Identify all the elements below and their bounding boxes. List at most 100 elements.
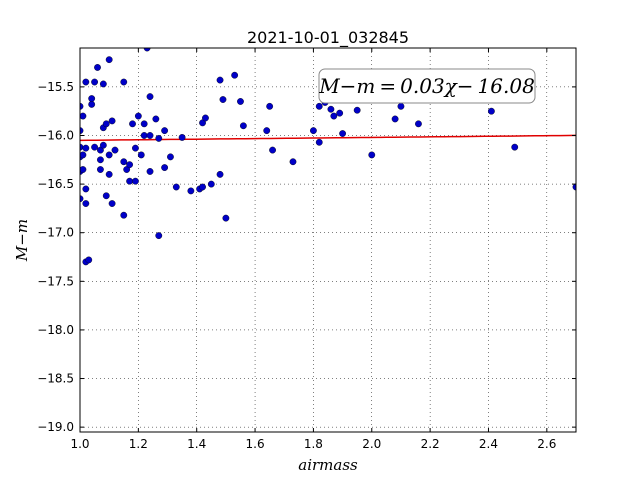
data-point [172, 183, 180, 191]
data-point [80, 151, 87, 159]
x-tick-label: 1.4 [187, 437, 206, 451]
data-point [415, 120, 422, 128]
data-point [368, 151, 376, 159]
data-point [222, 214, 230, 222]
data-point [94, 64, 101, 71]
data-point [126, 177, 134, 185]
data-point [97, 166, 104, 173]
y-tick-label: −17.0 [37, 226, 74, 240]
data-point [120, 78, 128, 86]
data-point [85, 256, 93, 264]
data-point [239, 122, 247, 130]
data-point [202, 114, 209, 122]
data-point [216, 170, 224, 178]
y-tick-label: −16.0 [37, 128, 74, 142]
plot-area [80, 48, 576, 432]
annotation-text: M−m = 0.03χ− 16.08 [318, 74, 535, 98]
y-tick-label: −16.5 [37, 177, 74, 191]
data-point [82, 200, 90, 207]
y-tick-label: −19.0 [37, 420, 74, 434]
chart-title: 2021-10-01_032845 [247, 28, 409, 48]
data-point [216, 76, 224, 84]
y-tick-label: −18.0 [37, 323, 74, 337]
data-point [105, 170, 113, 178]
data-point [397, 102, 405, 110]
data-point [327, 105, 335, 113]
data-point [102, 120, 110, 128]
axis-ticks: 1.0 1.2 1.4 1.6 1.8 2.0 2.2 2.4 2.6 −15.5 −16.0 −16… [37, 48, 576, 451]
data-point [266, 102, 274, 110]
data-point [310, 127, 317, 135]
data-point [80, 112, 87, 120]
data-point [353, 106, 361, 114]
data-point [178, 134, 186, 141]
data-point [219, 96, 227, 103]
plot-frame [79, 47, 577, 433]
data-point [511, 143, 519, 151]
data-point [80, 166, 87, 173]
data-point [105, 56, 113, 64]
data-point [269, 146, 276, 154]
data-point [167, 153, 174, 161]
data-point [391, 115, 399, 123]
data-point [146, 132, 154, 139]
data-point [134, 112, 142, 120]
data-point [155, 135, 163, 142]
data-point [161, 164, 169, 171]
data-point [137, 151, 145, 159]
data-point [88, 100, 96, 108]
data-point [155, 232, 163, 240]
data-point [315, 102, 323, 110]
y-tick-label: −15.5 [37, 80, 74, 94]
data-point [132, 144, 139, 152]
annotation-box [318, 68, 536, 104]
x-tick-label: 2.2 [421, 437, 440, 451]
x-tick-label: 1.6 [246, 437, 265, 451]
data-point [111, 146, 119, 154]
data-point [108, 200, 116, 207]
x-axis-label: airmass [298, 456, 358, 474]
x-tick-label: 2.4 [479, 437, 498, 451]
data-point [207, 180, 215, 188]
data-point [152, 115, 160, 123]
data-point [231, 71, 239, 79]
x-tick-label: 2.6 [537, 437, 556, 451]
y-tick-label: −18.5 [37, 372, 74, 386]
data-point [315, 138, 323, 146]
fit-line [80, 134, 576, 142]
data-point [82, 78, 90, 86]
data-point [82, 185, 90, 193]
data-point [336, 109, 344, 117]
data-point [132, 177, 139, 185]
data-point [120, 158, 128, 166]
data-point [289, 158, 297, 166]
data-point [263, 127, 271, 135]
data-point [143, 48, 151, 52]
data-point [339, 130, 346, 137]
data-point [108, 117, 116, 125]
data-point [146, 93, 154, 101]
data-point [129, 120, 136, 128]
data-point [88, 95, 96, 102]
y-tick-label: −17.5 [37, 274, 74, 288]
data-point [99, 141, 107, 149]
data-point [140, 132, 148, 139]
x-tick-label: 1.8 [304, 437, 323, 451]
data-point [105, 151, 113, 159]
data-point [140, 120, 148, 128]
data-point [91, 78, 98, 86]
data-point [199, 183, 206, 191]
data-point [487, 107, 495, 115]
y-axis-label: M−m [13, 219, 31, 262]
data-point [187, 187, 195, 195]
data-point [99, 80, 107, 88]
data-point [146, 168, 154, 175]
x-tick-label: 1.0 [70, 437, 89, 451]
data-point [91, 143, 98, 151]
data-point [120, 211, 128, 219]
x-tick-label: 1.2 [129, 437, 148, 451]
data-point [237, 98, 244, 105]
fit-annotation: M−m = 0.03χ− 16.08 [318, 68, 536, 104]
data-point [82, 144, 90, 152]
